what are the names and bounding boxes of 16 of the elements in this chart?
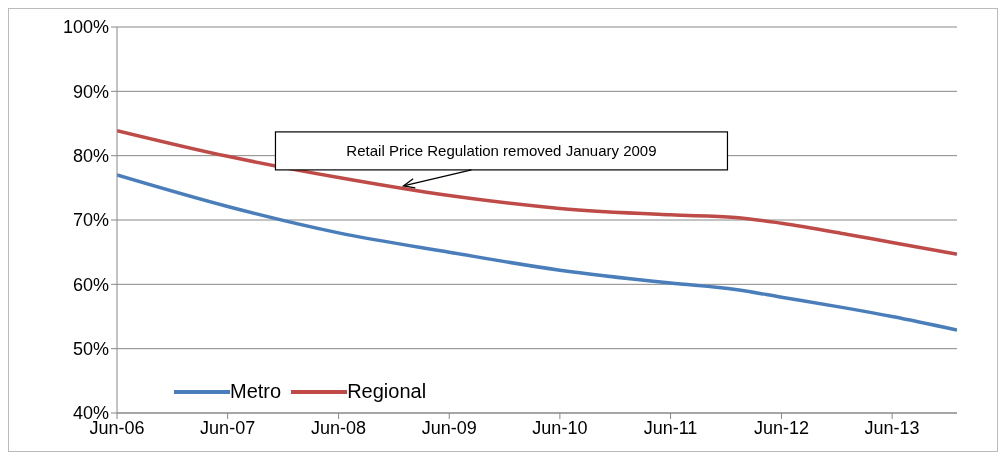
- x-tick-label: Jun-11: [643, 417, 698, 438]
- x-tick-label: Jun-08: [311, 417, 367, 438]
- legend-label: Regional: [347, 380, 427, 403]
- y-tick-label: 60%: [72, 274, 109, 295]
- legend-label: Metro: [230, 380, 282, 403]
- x-tick-label: Jun-07: [200, 417, 256, 438]
- x-tick-label: Jun-09: [421, 417, 477, 438]
- x-tick-label: Jun-12: [753, 417, 810, 438]
- x-tick-label: Jun-10: [532, 417, 588, 438]
- y-tick-label: 90%: [72, 81, 109, 102]
- y-tick-label: 100%: [62, 17, 109, 38]
- x-tick-label: Jun-13: [864, 417, 920, 438]
- y-tick-label: 80%: [72, 146, 109, 167]
- y-tick-label: 50%: [72, 339, 109, 360]
- annotation: Retail Price Regulation removed January 2009: [346, 141, 657, 159]
- y-tick-label: 70%: [72, 210, 109, 231]
